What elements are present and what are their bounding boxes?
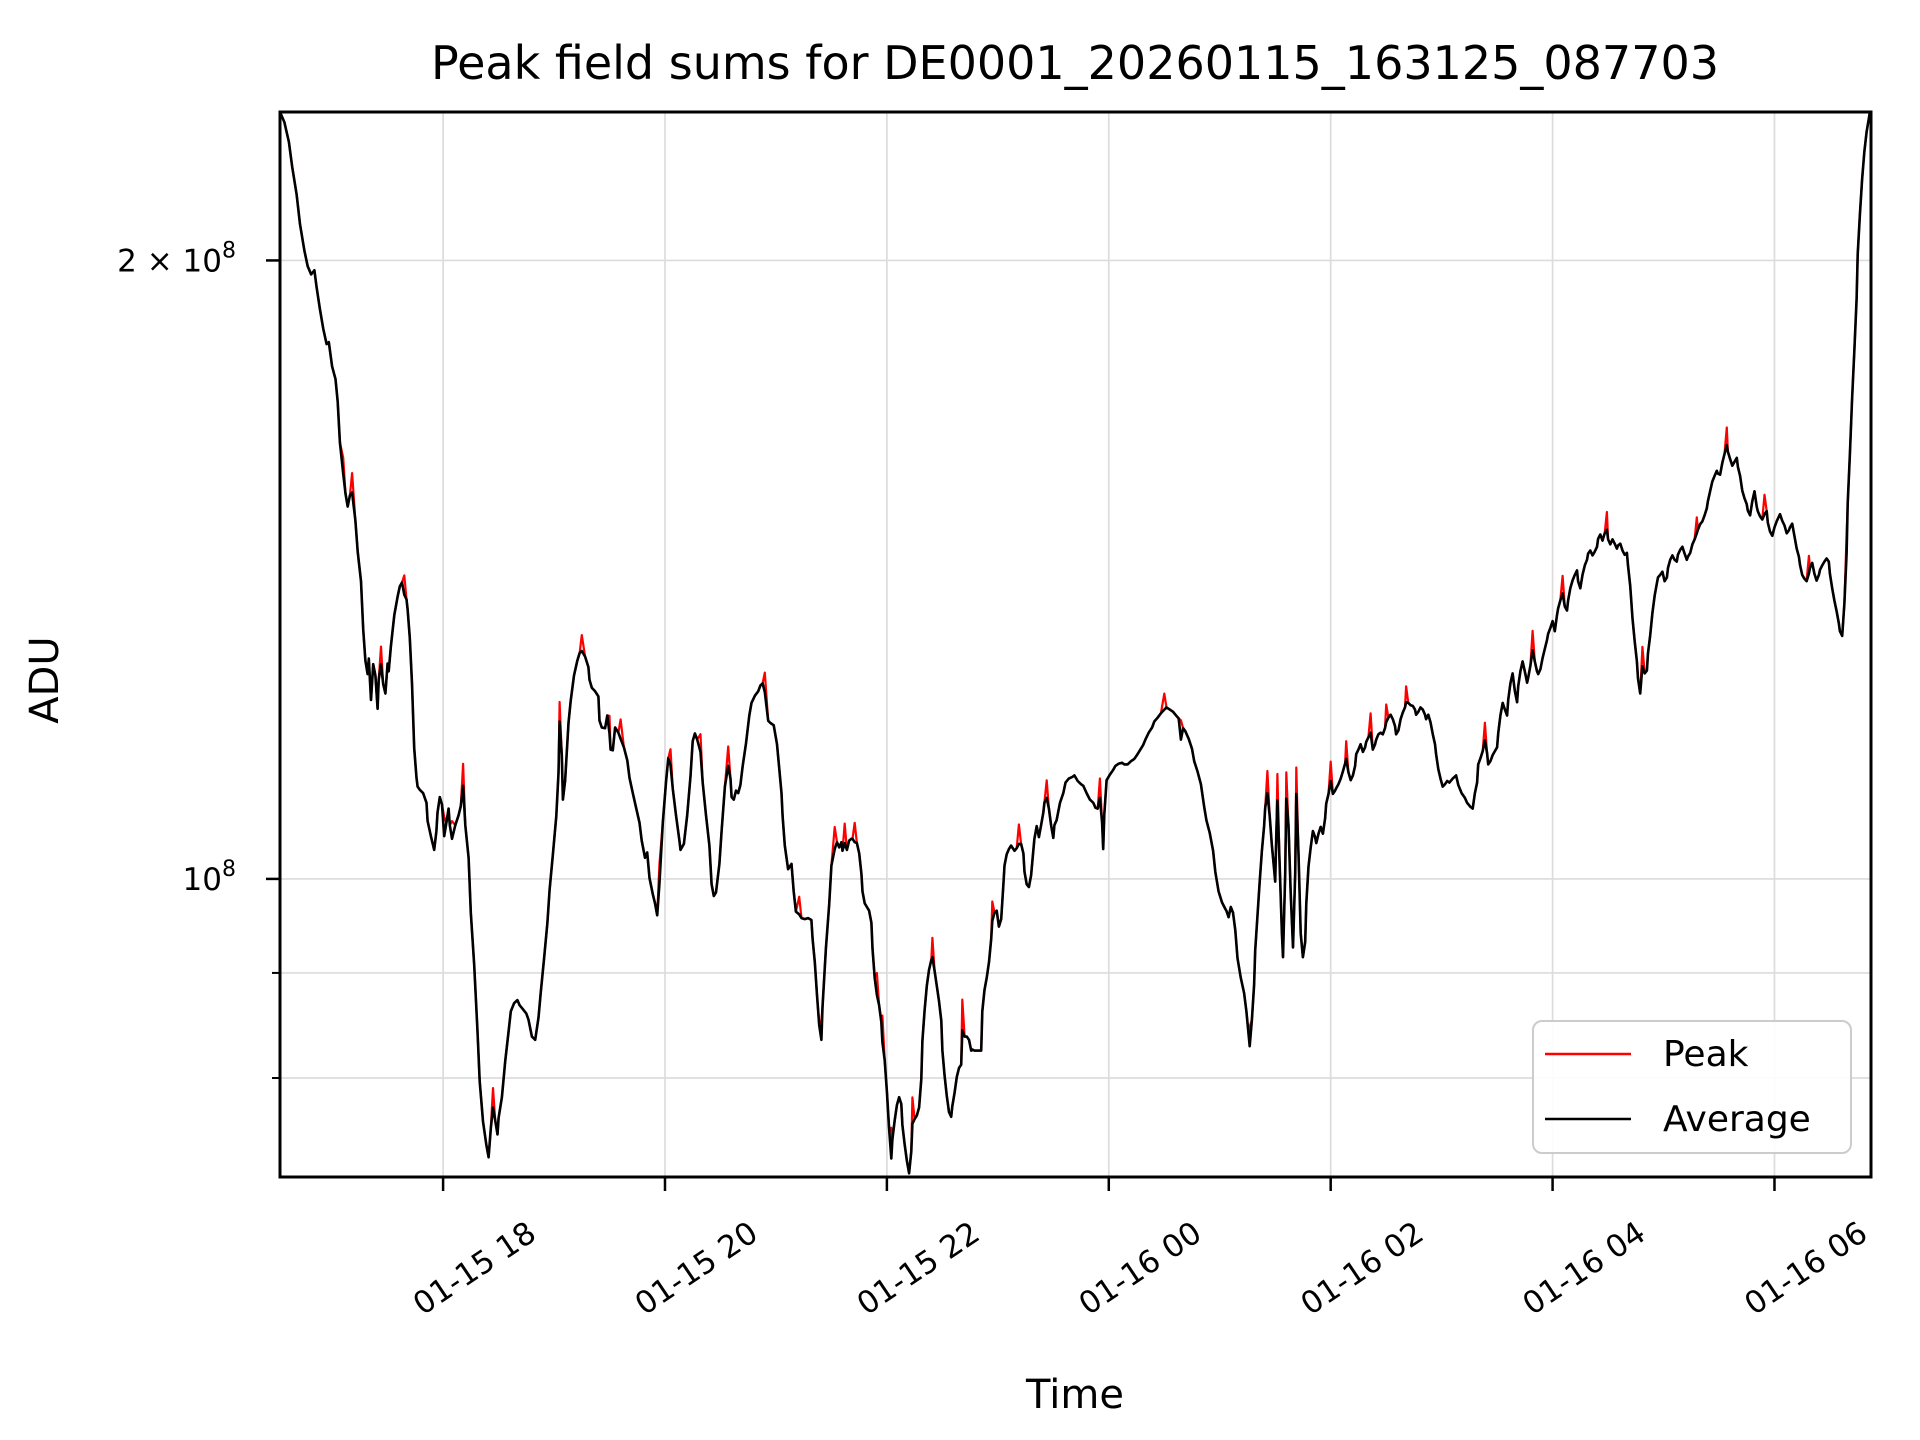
x-tick-label: 01-16 02 [1294,1215,1430,1323]
legend-label-average: Average [1663,1099,1811,1140]
x-tick-label: 01-15 20 [629,1215,765,1323]
y-tick-labels: 2 × 108 108 [117,238,236,897]
axis-ticks [266,259,1776,1191]
x-tick-labels: 01-15 18 01-15 20 01-15 22 01-16 00 01-16 02… [407,1215,1874,1323]
x-tick-label: 01-16 06 [1738,1215,1874,1323]
legend: Peak Average [1532,1020,1852,1154]
x-tick-label: 01-16 00 [1073,1215,1209,1323]
gridlines [280,112,1871,1177]
average-line [279,111,1872,1175]
y-tick-label: 108 [183,857,236,898]
x-tick-label: 01-15 18 [407,1215,543,1323]
y-tick-label: 2 × 108 [117,238,236,279]
chart-title: Peak field sums for DE0001_20260115_1631… [431,36,1719,90]
legend-label-peak: Peak [1663,1034,1749,1075]
x-tick-label: 01-15 22 [851,1215,987,1323]
peak-line [279,111,1871,1175]
plot-frame [278,110,1873,1179]
x-axis-label: Time [1025,1372,1124,1418]
y-axis-label: ADU [22,636,68,723]
data-series [279,111,1872,1175]
x-tick-label: 01-16 04 [1516,1215,1652,1323]
